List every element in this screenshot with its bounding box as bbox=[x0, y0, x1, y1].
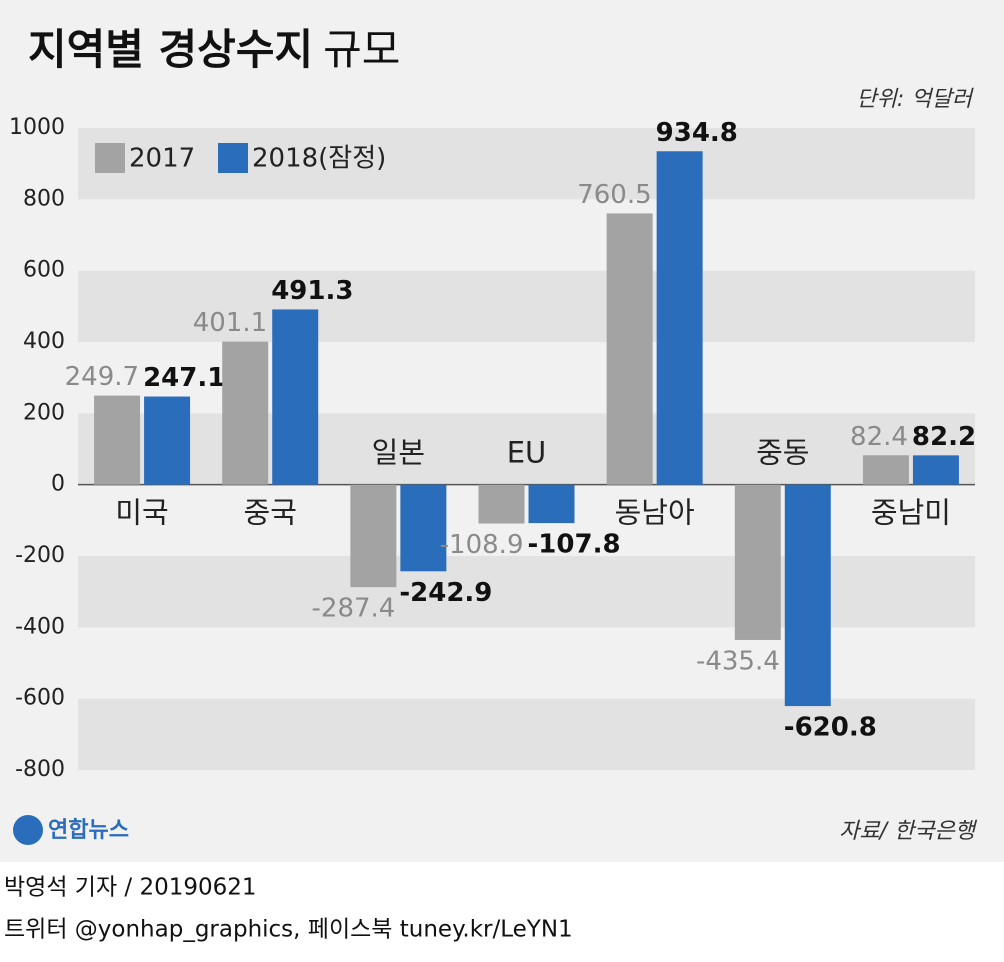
category-label: 일본 bbox=[372, 436, 425, 470]
grid-band bbox=[78, 199, 975, 271]
value-label: 82.4 bbox=[850, 422, 908, 452]
value-label: 934.8 bbox=[656, 118, 738, 148]
value-label: 82.2 bbox=[912, 422, 976, 452]
grid-band bbox=[78, 270, 975, 342]
y-tick-label: -200 bbox=[15, 543, 65, 568]
bar bbox=[222, 341, 269, 485]
logo-text: 연합뉴스 bbox=[48, 817, 129, 843]
grid-band bbox=[78, 484, 975, 556]
y-tick-label: 0 bbox=[51, 472, 65, 497]
grid-band bbox=[78, 627, 975, 699]
category-label: 미국 bbox=[115, 496, 168, 530]
bar bbox=[606, 213, 653, 485]
category-label: 동남아 bbox=[615, 496, 695, 530]
legend-label: 2018(잠정) bbox=[252, 144, 386, 174]
source: 자료/ 한국은행 bbox=[839, 819, 978, 844]
bar bbox=[912, 455, 959, 485]
y-tick-label: 1000 bbox=[9, 115, 65, 140]
grid-band bbox=[78, 128, 975, 200]
bar bbox=[862, 455, 909, 485]
value-label: 401.1 bbox=[193, 308, 267, 338]
legend-label: 2017 bbox=[129, 144, 195, 174]
unit-label: 단위: 억달러 bbox=[856, 87, 973, 112]
category-label: EU bbox=[507, 436, 547, 470]
y-tick-label: 200 bbox=[23, 400, 65, 425]
value-label: 247.1 bbox=[143, 363, 225, 393]
category-label: 중국 bbox=[244, 496, 297, 530]
value-label: -620.8 bbox=[784, 713, 877, 743]
y-tick-label: -800 bbox=[15, 757, 65, 782]
logo-icon bbox=[13, 815, 43, 845]
bar bbox=[734, 484, 781, 640]
title-main: 지역별 경상수지 bbox=[28, 25, 313, 74]
value-label: 760.5 bbox=[577, 180, 651, 210]
byline: 박영석 기자 / 20190621 bbox=[4, 875, 257, 901]
value-label: 491.3 bbox=[271, 276, 353, 306]
bar bbox=[350, 484, 397, 588]
value-label: -287.4 bbox=[312, 594, 396, 624]
category-label: 중동 bbox=[756, 436, 809, 470]
grid-band bbox=[78, 698, 975, 770]
bar bbox=[656, 151, 703, 485]
title-suffix: 규모 bbox=[323, 25, 400, 74]
chart-title: 지역별 경상수지 규모 bbox=[28, 25, 400, 74]
logo: 연합뉴스 bbox=[13, 815, 129, 845]
bar bbox=[94, 395, 141, 485]
y-tick-label: 800 bbox=[23, 186, 65, 211]
bar bbox=[528, 484, 575, 524]
value-label: -107.8 bbox=[528, 530, 621, 560]
legend-swatch bbox=[218, 143, 248, 173]
y-tick-label: -400 bbox=[15, 614, 65, 639]
value-label: -242.9 bbox=[399, 578, 492, 608]
bar bbox=[784, 484, 831, 707]
bar bbox=[400, 484, 447, 572]
legend-swatch bbox=[95, 143, 125, 173]
bar bbox=[478, 484, 525, 524]
grid-band bbox=[78, 556, 975, 628]
y-tick-label: 400 bbox=[23, 329, 65, 354]
bar bbox=[272, 309, 319, 485]
y-tick-label: -600 bbox=[15, 686, 65, 711]
value-label: 249.7 bbox=[65, 362, 139, 392]
contact: 트위터 @yonhap_graphics, 페이스북 tuney.kr/LeYN… bbox=[4, 917, 573, 943]
bar bbox=[144, 396, 191, 485]
value-label: -435.4 bbox=[696, 646, 780, 676]
category-label: 중남미 bbox=[871, 496, 951, 530]
value-label: -108.9 bbox=[440, 530, 524, 560]
y-tick-label: 600 bbox=[23, 258, 65, 283]
